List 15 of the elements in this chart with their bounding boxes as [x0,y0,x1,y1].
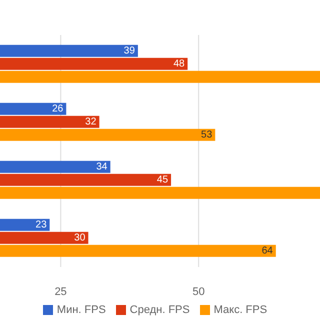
data-label: 30 [74,232,86,244]
x-tick-label: 25 [54,286,67,298]
data-label: 45 [156,174,168,186]
legend-label: Средн. FPS [130,304,190,316]
x-tick-label: 50 [192,286,205,298]
data-label: 64 [262,245,274,256]
data-label: 23 [36,219,48,230]
data-label: 32 [85,116,97,128]
data-label: 39 [124,45,136,56]
data-label: 34 [96,161,108,172]
data-label: 53 [201,129,213,140]
data-label: 48 [173,58,186,70]
data-label: 26 [52,103,64,114]
legend-label: Мин. FPS [56,304,106,316]
legend-label: Макс. FPS [214,304,268,316]
